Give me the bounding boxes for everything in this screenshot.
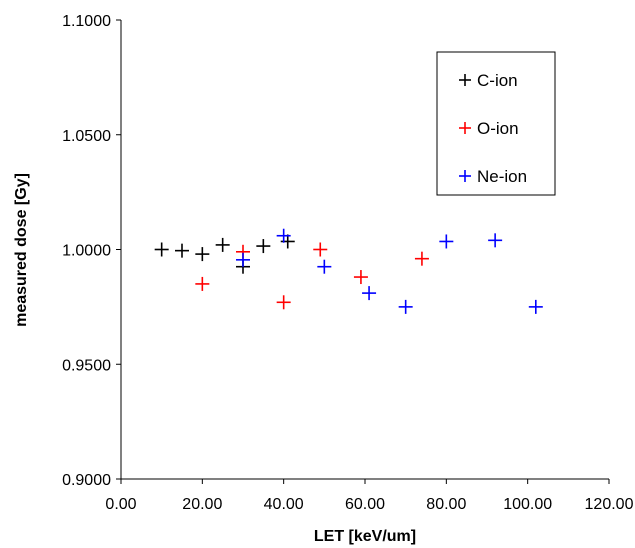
data-point-c-ion	[154, 242, 169, 257]
data-point-c-ion	[215, 237, 230, 252]
legend-label-c-ion: C-ion	[477, 71, 518, 90]
data-point-ne-ion	[528, 299, 543, 314]
data-point-o-ion	[353, 270, 368, 285]
data-point-ne-ion	[439, 234, 454, 249]
legend: C-ion O-ion Ne-ion	[436, 51, 556, 196]
data-point-ne-ion	[236, 252, 250, 267]
y-tick-label: 1.0500	[62, 128, 111, 145]
data-point-ne-ion	[362, 286, 377, 301]
y-axis-ticks: 0.9000 0.9500 1.0000 1.0500 1.1000	[62, 13, 121, 489]
data-point-ne-ion	[276, 228, 291, 243]
data-point-ne-ion	[488, 233, 503, 248]
data-point-o-ion	[276, 295, 291, 310]
x-tick-label: 0.00	[105, 496, 136, 513]
legend-box	[436, 51, 556, 196]
data-point-o-ion	[195, 276, 210, 291]
x-tick-label: 100.00	[503, 496, 552, 513]
data-point-o-ion	[414, 251, 429, 266]
y-tick-label: 0.9000	[62, 472, 111, 489]
data-point-c-ion	[280, 234, 295, 249]
data-point-ne-ion	[317, 259, 332, 274]
data-point-ne-ion	[398, 299, 413, 314]
legend-marker-ne-ion	[459, 170, 471, 182]
x-tick-label: 80.00	[426, 496, 466, 513]
legend-label-ne-ion: Ne-ion	[477, 167, 527, 186]
x-tick-label: 20.00	[182, 496, 222, 513]
x-tick-label: 60.00	[345, 496, 385, 513]
y-tick-label: 1.1000	[62, 13, 111, 30]
y-axis-title: measured dose [Gy]	[13, 173, 30, 327]
legend-items: C-ion O-ion Ne-ion	[459, 71, 527, 186]
data-point-c-ion	[175, 243, 189, 258]
y-tick-label: 1.0000	[62, 243, 111, 260]
x-axis-title: LET [keV/um]	[314, 528, 416, 545]
data-markers	[154, 228, 543, 314]
data-point-o-ion	[313, 242, 328, 257]
data-point-c-ion	[256, 239, 271, 254]
legend-label-o-ion: O-ion	[477, 119, 519, 138]
x-tick-label: 120.00	[585, 496, 634, 513]
y-tick-label: 0.9500	[62, 357, 111, 374]
legend-marker-c-ion	[459, 74, 471, 86]
data-point-c-ion	[195, 247, 210, 262]
legend-marker-o-ion	[459, 122, 471, 134]
x-tick-label: 40.00	[264, 496, 304, 513]
x-axis-ticks: 0.00 20.00 40.00 60.00 80.00 100.00 120.00	[105, 479, 634, 513]
